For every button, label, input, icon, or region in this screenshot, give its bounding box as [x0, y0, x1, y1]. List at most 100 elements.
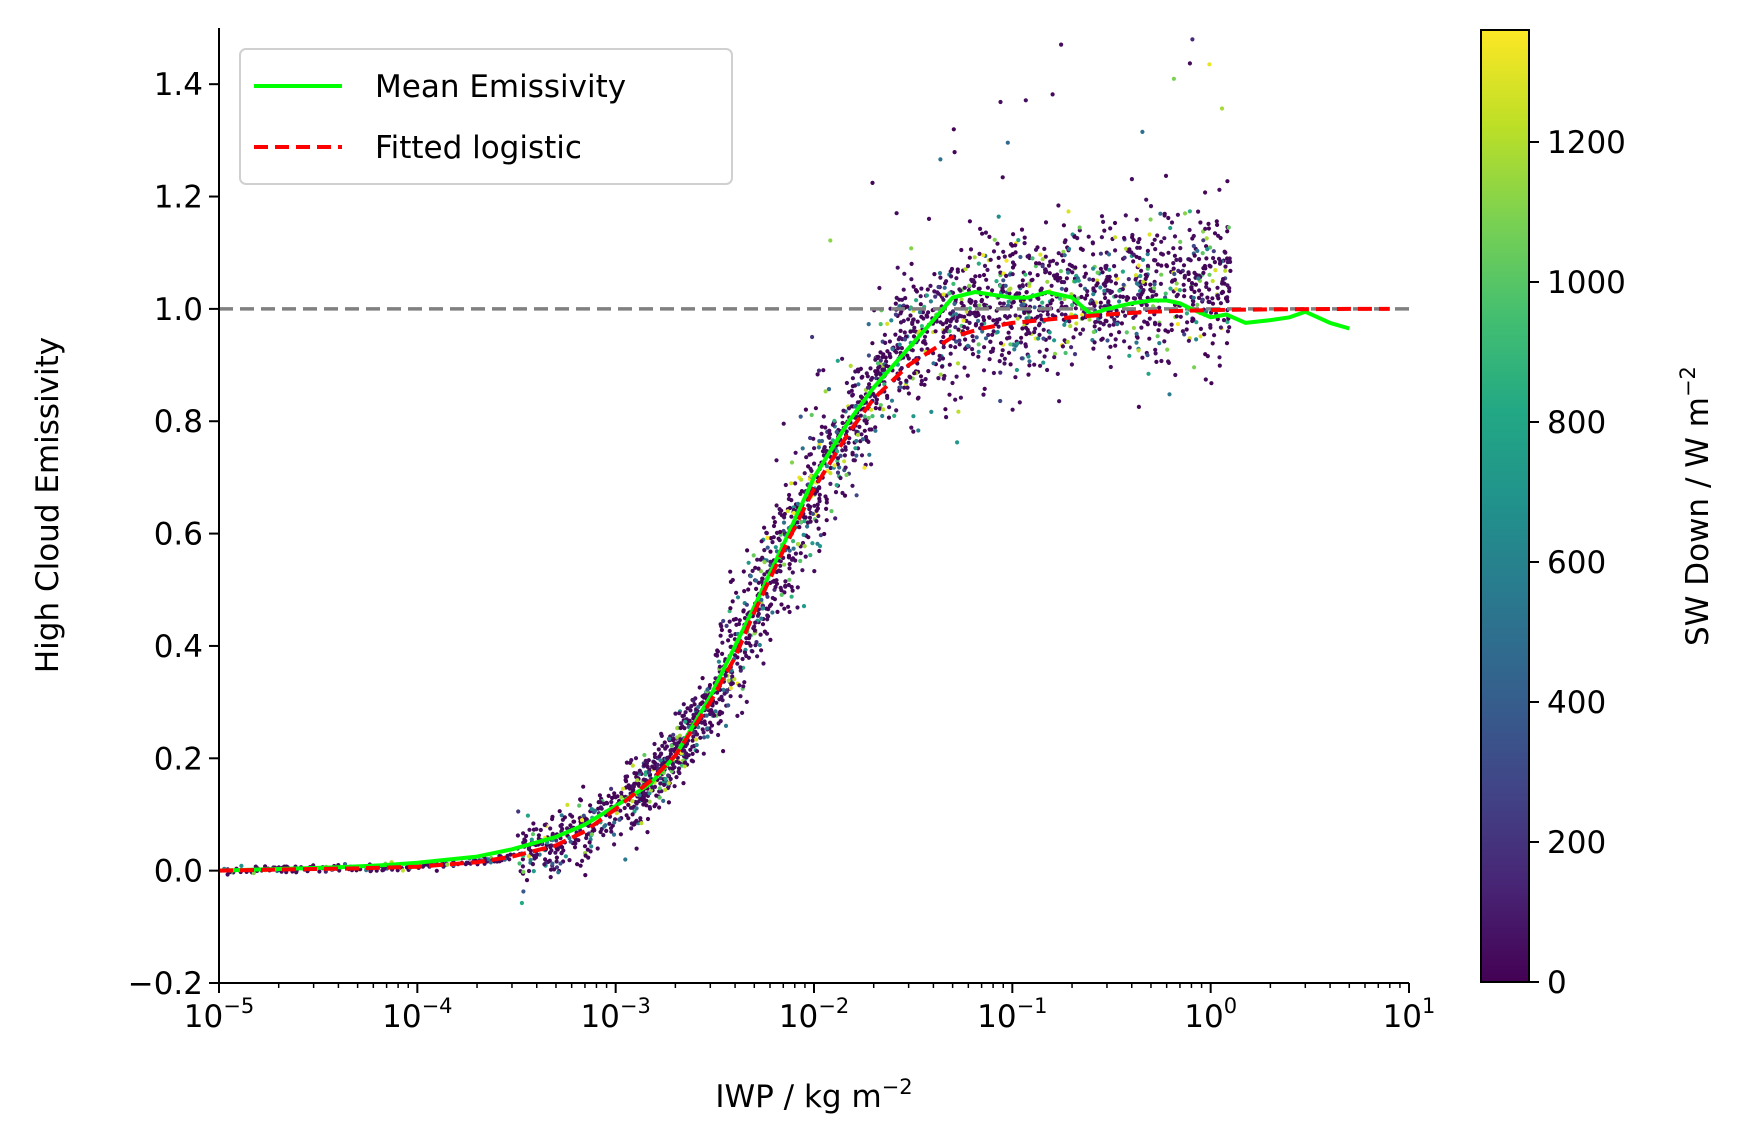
scatter-point: [858, 394, 864, 399]
scatter-point: [823, 389, 828, 394]
scatter-point: [955, 361, 961, 366]
scatter-point: [559, 813, 564, 818]
scatter-point: [525, 813, 531, 818]
scatter-point: [735, 661, 740, 666]
scatter-point: [889, 318, 894, 323]
scatter-point: [1038, 363, 1043, 368]
scatter-point: [738, 668, 743, 673]
scatter-point: [612, 820, 617, 825]
scatter-point: [894, 295, 899, 300]
scatter-point: [572, 845, 578, 850]
scatter-point: [657, 795, 662, 800]
scatter-point: [768, 536, 774, 541]
scatter-point: [691, 712, 696, 718]
scatter-point: [732, 653, 738, 658]
scatter-point: [688, 708, 693, 713]
scatter-point: [1174, 314, 1179, 319]
scatter-point: [674, 735, 680, 740]
scatter-point: [1197, 288, 1202, 293]
scatter-point: [957, 313, 962, 318]
scatter-point: [1022, 310, 1027, 315]
scatter-point: [549, 843, 554, 848]
scatter-point: [902, 330, 907, 335]
scatter-point: [1156, 328, 1161, 333]
scatter-point: [959, 300, 964, 306]
scatter-point: [789, 460, 795, 465]
scatter-point: [1106, 300, 1111, 305]
scatter-point: [550, 816, 555, 822]
scatter-point: [691, 698, 696, 703]
scatter-point: [1200, 297, 1205, 302]
scatter-point: [877, 406, 882, 411]
scatter-point: [883, 340, 888, 345]
scatter-point: [1047, 330, 1052, 335]
scatter-point: [895, 265, 900, 270]
scatter-point: [1004, 258, 1009, 263]
scatter-point: [1162, 339, 1167, 344]
scatter-point: [691, 734, 696, 739]
scatter-point: [1047, 271, 1052, 276]
scatter-point: [1207, 272, 1212, 277]
scatter-point: [944, 279, 949, 284]
scatter-point: [1152, 237, 1157, 242]
scatter-point: [1085, 289, 1090, 294]
scatter-point: [1010, 272, 1015, 277]
scatter-point: [694, 749, 700, 754]
scatter-point: [645, 764, 650, 769]
scatter-point: [812, 446, 817, 451]
scatter-point: [606, 793, 611, 799]
series-lines: [219, 290, 1390, 873]
scatter-point: [1054, 261, 1059, 266]
scatter-point: [1167, 392, 1172, 397]
scatter-point: [912, 325, 917, 330]
scatter-point: [1172, 277, 1177, 282]
scatter-point: [840, 490, 845, 496]
scatter-point: [807, 515, 813, 520]
scatter-point: [806, 535, 811, 540]
scatter-point: [1191, 243, 1196, 249]
scatter-point: [880, 413, 885, 419]
scatter-point: [701, 730, 706, 735]
scatter-point: [647, 791, 652, 796]
scatter-point: [713, 709, 718, 714]
scatter-point: [534, 852, 540, 857]
scatter-point: [882, 332, 888, 337]
scatter-point: [976, 312, 981, 318]
scatter-point: [759, 597, 764, 602]
scatter-point: [570, 814, 575, 819]
scatter-point: [1010, 265, 1016, 270]
scatter-point: [1091, 346, 1096, 351]
scatter-point: [1131, 325, 1136, 331]
scatter-point: [866, 415, 871, 421]
scatter-point: [938, 372, 943, 377]
scatter-point: [727, 619, 732, 624]
scatter-point: [742, 589, 747, 594]
x-tick-label: 10−1: [977, 994, 1047, 1035]
scatter-point: [729, 633, 734, 638]
scatter-point: [869, 462, 874, 467]
scatter-point: [643, 772, 648, 777]
scatter-point: [674, 775, 679, 780]
scatter-point: [1217, 363, 1222, 368]
scatter-point: [1138, 284, 1144, 290]
scatter-point: [1177, 288, 1182, 293]
scatter-point: [1126, 277, 1131, 282]
scatter-point: [630, 805, 635, 810]
scatter-point: [554, 859, 559, 864]
scatter-point: [782, 590, 787, 595]
scatter-point: [994, 279, 999, 284]
scatter-point: [618, 808, 623, 813]
scatter-point: [942, 328, 948, 333]
legend-label-mean-emissivity: Mean Emissivity: [375, 69, 626, 105]
scatter-point: [936, 284, 941, 290]
scatter-point: [610, 795, 615, 801]
scatter-point: [726, 678, 731, 683]
scatter-point: [859, 453, 865, 458]
scatter-point: [1191, 317, 1196, 323]
scatter-point: [1184, 311, 1189, 316]
scatter-point: [1147, 232, 1152, 237]
scatter-point: [645, 816, 651, 822]
scatter-point: [1225, 229, 1230, 234]
scatter-point: [864, 371, 869, 376]
scatter-point: [979, 322, 984, 327]
